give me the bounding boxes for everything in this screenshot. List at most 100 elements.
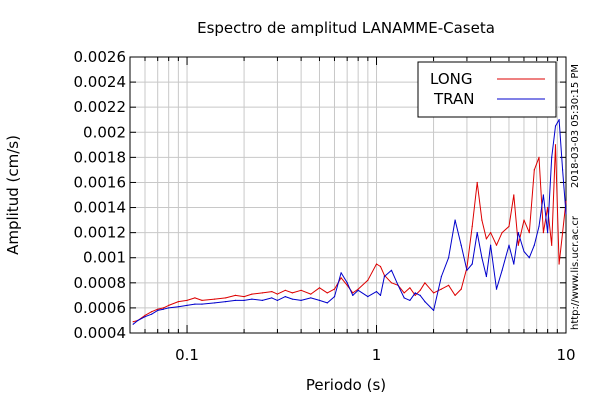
data-point-tran xyxy=(276,299,278,301)
data-point-tran xyxy=(485,275,487,278)
data-point-long xyxy=(177,301,179,303)
data-point-tran xyxy=(528,257,530,259)
data-point-tran xyxy=(424,301,426,303)
data-point-tran xyxy=(346,282,348,284)
data-point-tran xyxy=(137,319,139,322)
data-point-tran xyxy=(481,257,483,259)
data-point-long xyxy=(490,232,492,234)
data-point-long xyxy=(157,308,159,310)
data-point-long xyxy=(318,287,321,289)
data-point-tran xyxy=(517,232,519,234)
side-url-text: http://www.lis.ucr.ac.cr xyxy=(570,215,581,330)
data-point-long xyxy=(551,244,553,246)
data-point-tran xyxy=(454,219,456,221)
series-layer xyxy=(132,119,567,325)
data-point-tran xyxy=(144,316,146,318)
data-point-tran xyxy=(214,302,216,304)
data-point-tran xyxy=(340,272,342,274)
data-point-long xyxy=(562,232,564,234)
data-point-tran xyxy=(352,294,354,296)
data-point-tran xyxy=(414,292,416,294)
data-point-long xyxy=(234,294,236,296)
data-point-tran xyxy=(201,303,203,305)
data-point-tran xyxy=(554,125,557,127)
data-point-long xyxy=(501,232,503,234)
data-point-tran xyxy=(379,294,382,296)
legend: LONG TRAN xyxy=(417,61,557,118)
x-tick-label: 0.1 xyxy=(175,346,199,364)
legend-label-long: LONG xyxy=(430,70,472,88)
y-tick-label: 0.0022 xyxy=(74,98,127,116)
data-point-long xyxy=(214,298,216,300)
data-point-long xyxy=(276,293,278,295)
data-point-tran xyxy=(542,194,545,196)
data-point-long xyxy=(310,293,312,295)
y-tick-label: 0.0014 xyxy=(74,199,127,217)
data-point-tran xyxy=(186,304,188,306)
series-line-long xyxy=(133,144,567,323)
data-point-long xyxy=(523,219,525,221)
data-point-tran xyxy=(333,296,336,298)
data-point-long xyxy=(460,288,462,290)
data-point-long xyxy=(481,219,483,221)
data-point-long xyxy=(558,263,560,265)
data-point-tran xyxy=(318,299,321,301)
data-point-tran xyxy=(310,297,312,299)
data-point-tran xyxy=(284,296,286,298)
data-point-long xyxy=(284,289,286,291)
data-point-long xyxy=(414,294,416,296)
data-point-long xyxy=(454,294,456,296)
data-point-tran xyxy=(243,299,245,301)
data-point-long xyxy=(554,144,557,146)
data-point-long xyxy=(367,279,369,281)
data-point-tran xyxy=(390,269,393,271)
y-tick-label: 0.0024 xyxy=(74,73,127,91)
data-point-tran xyxy=(490,244,492,246)
data-point-tran xyxy=(508,244,510,246)
data-point-long xyxy=(144,314,146,316)
y-tick-label: 0.0016 xyxy=(74,173,127,191)
data-point-tran xyxy=(403,297,405,299)
data-point-tran xyxy=(132,323,134,325)
y-tick-label: 0.001 xyxy=(83,249,126,267)
data-point-tran xyxy=(495,288,498,290)
legend-label-tran: TRAN xyxy=(433,90,474,108)
data-point-long xyxy=(251,293,253,295)
data-point-long xyxy=(340,277,342,279)
data-point-tran xyxy=(271,297,273,299)
data-point-tran xyxy=(300,299,302,301)
data-point-tran xyxy=(177,306,179,308)
data-point-tran xyxy=(476,232,478,234)
data-point-tran xyxy=(523,250,525,253)
data-point-long xyxy=(517,244,519,246)
data-point-long xyxy=(495,244,498,246)
series-line-tran xyxy=(132,119,567,325)
data-point-tran xyxy=(538,225,540,227)
data-point-long xyxy=(508,225,510,227)
data-point-tran xyxy=(397,284,399,286)
side-timestamp-text: 2018-03-03 05:30:15 PM xyxy=(570,64,581,188)
data-point-tran xyxy=(194,303,196,305)
data-point-long xyxy=(151,311,153,313)
data-point-long xyxy=(132,321,134,323)
data-point-long xyxy=(201,299,203,301)
data-point-long xyxy=(390,282,393,284)
data-point-long xyxy=(346,284,348,286)
data-point-tran xyxy=(448,257,450,259)
data-point-long xyxy=(379,265,382,268)
data-point-tran xyxy=(162,308,164,310)
data-point-tran xyxy=(234,299,236,301)
data-point-long xyxy=(243,296,245,298)
data-point-tran xyxy=(157,309,159,311)
data-point-long xyxy=(168,304,170,306)
data-point-long xyxy=(542,232,545,234)
data-point-long xyxy=(162,307,164,309)
data-point-long xyxy=(291,292,293,294)
y-tick-label: 0.0012 xyxy=(74,224,127,242)
x-tick-label: 1 xyxy=(372,346,382,364)
data-point-tran xyxy=(367,296,369,298)
data-point-long xyxy=(485,238,487,240)
data-point-tran xyxy=(562,169,564,171)
data-point-tran xyxy=(471,263,473,265)
